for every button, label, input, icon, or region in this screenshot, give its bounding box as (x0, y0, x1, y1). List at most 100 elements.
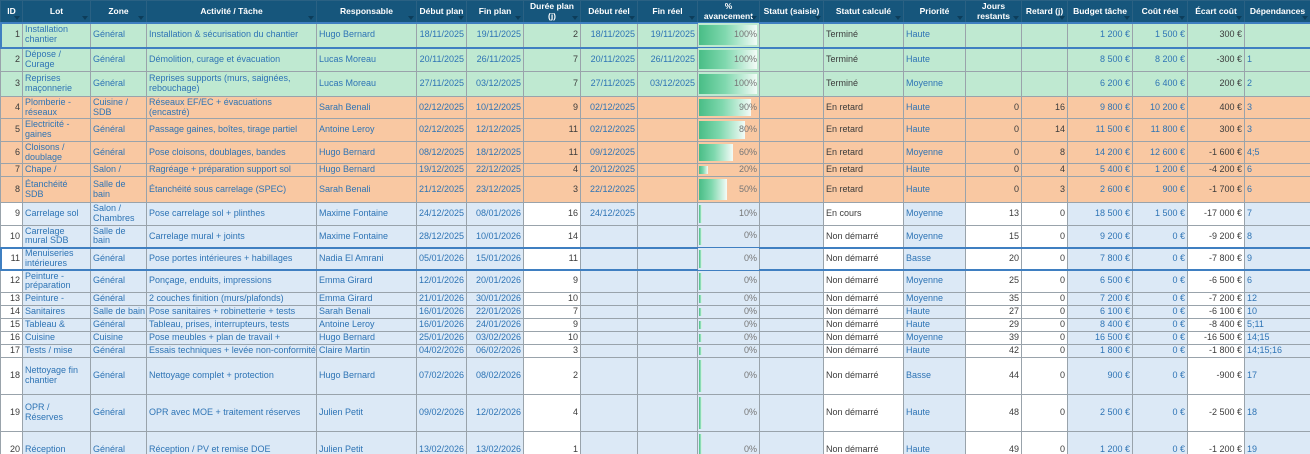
cell-budget[interactable]: 16 500 € (1067, 331, 1133, 346)
cell-statut_calcule[interactable]: Non démarré (823, 357, 904, 396)
cell-cout_reel[interactable]: 0 € (1132, 292, 1188, 307)
cell-dependances[interactable]: 17 (1244, 357, 1310, 396)
cell-duree_plan[interactable]: 4 (523, 163, 581, 178)
filter-dropdown-icon[interactable] (895, 16, 901, 20)
cell-jours_restants[interactable] (965, 47, 1022, 72)
cell-debut_reel[interactable] (580, 431, 638, 454)
cell-fin_plan[interactable]: 30/01/2026 (466, 292, 524, 307)
cell-priorite[interactable]: Moyenne (903, 269, 966, 294)
cell-debut_plan[interactable]: 08/12/2025 (416, 140, 467, 165)
cell-jours_restants[interactable]: 25 (965, 269, 1022, 294)
cell-jours_restants[interactable]: 27 (965, 305, 1022, 320)
cell-cout_reel[interactable]: 0 € (1132, 394, 1188, 433)
cell-dependances[interactable]: 6 (1244, 163, 1310, 178)
cell-statut_calcule[interactable]: Non démarré (823, 305, 904, 320)
cell-responsable[interactable]: Maxime Fontaine (316, 224, 417, 249)
cell-budget[interactable]: 8 500 € (1067, 47, 1133, 72)
cell-dependances[interactable]: 6 (1244, 269, 1310, 294)
cell-zone[interactable]: Salon / Chambres (90, 202, 147, 226)
cell-ecart[interactable]: -1 800 € (1187, 344, 1245, 359)
cell-jours_restants[interactable]: 44 (965, 357, 1022, 396)
cell-activite[interactable]: Ragréage + préparation support sol (146, 163, 317, 178)
cell-debut_reel[interactable] (580, 318, 638, 333)
cell-duree_plan[interactable]: 11 (523, 140, 581, 165)
cell-retard[interactable] (1021, 22, 1068, 48)
cell-retard[interactable]: 0 (1021, 202, 1068, 226)
cell-cout_reel[interactable]: 6 400 € (1132, 71, 1188, 97)
cell-activite[interactable]: Nettoyage complet + protection (146, 357, 317, 396)
cell-statut_saisie[interactable] (759, 247, 824, 271)
cell-dependances[interactable]: 3 (1244, 95, 1310, 120)
cell-zone[interactable]: Général (90, 431, 147, 454)
cell-cout_reel[interactable]: 0 € (1132, 344, 1188, 359)
cell-id[interactable]: 15 (0, 318, 23, 333)
cell-responsable[interactable]: Lucas Moreau (316, 47, 417, 72)
cell-priorite[interactable]: Haute (903, 318, 966, 333)
cell-duree_plan[interactable]: 7 (523, 305, 581, 320)
cell-statut_saisie[interactable] (759, 357, 824, 396)
cell-zone[interactable]: Salle de bain (90, 224, 147, 249)
cell-priorite[interactable]: Moyenne (903, 224, 966, 249)
column-header-duree_plan[interactable]: Durée plan (j) (523, 0, 581, 23)
cell-fin_plan[interactable]: 08/02/2026 (466, 357, 524, 396)
cell-statut_calcule[interactable]: Terminé (823, 71, 904, 97)
cell-debut_plan[interactable]: 16/01/2026 (416, 318, 467, 333)
cell-retard[interactable]: 0 (1021, 357, 1068, 396)
cell-fin_plan[interactable]: 12/12/2025 (466, 118, 524, 142)
cell-avancement[interactable]: 60% (697, 140, 760, 165)
cell-avancement[interactable]: 0% (697, 269, 760, 294)
cell-dependances[interactable]: 5;11 (1244, 318, 1310, 333)
cell-ecart[interactable]: -6 100 € (1187, 305, 1245, 320)
cell-duree_plan[interactable]: 9 (523, 269, 581, 294)
cell-debut_reel[interactable] (580, 357, 638, 396)
cell-avancement[interactable]: 80% (697, 118, 760, 142)
cell-fin_plan[interactable]: 08/01/2026 (466, 202, 524, 226)
cell-debut_reel[interactable] (580, 269, 638, 294)
cell-duree_plan[interactable]: 7 (523, 71, 581, 97)
cell-avancement[interactable]: 100% (697, 71, 760, 97)
cell-jours_restants[interactable]: 0 (965, 118, 1022, 142)
cell-lot[interactable]: Chape / (22, 163, 91, 178)
cell-fin_reel[interactable] (637, 224, 698, 249)
cell-budget[interactable]: 9 800 € (1067, 95, 1133, 120)
cell-id[interactable]: 11 (0, 247, 23, 271)
cell-cout_reel[interactable]: 0 € (1132, 331, 1188, 346)
cell-dependances[interactable]: 7 (1244, 202, 1310, 226)
cell-priorite[interactable]: Moyenne (903, 202, 966, 226)
cell-ecart[interactable]: 300 € (1187, 22, 1245, 48)
cell-duree_plan[interactable]: 2 (523, 357, 581, 396)
filter-dropdown-icon[interactable] (689, 16, 695, 20)
cell-activite[interactable]: Passage gaines, boîtes, tirage partiel (146, 118, 317, 142)
cell-ecart[interactable]: -1 700 € (1187, 176, 1245, 204)
cell-debut_reel[interactable]: 22/12/2025 (580, 176, 638, 204)
cell-retard[interactable]: 0 (1021, 331, 1068, 346)
cell-statut_calcule[interactable]: En retard (823, 118, 904, 142)
filter-dropdown-icon[interactable] (458, 16, 464, 20)
cell-jours_restants[interactable]: 20 (965, 247, 1022, 271)
column-header-debut_reel[interactable]: Début réel (580, 0, 638, 23)
column-header-avancement[interactable]: % avancement (697, 0, 760, 23)
cell-jours_restants[interactable] (965, 22, 1022, 48)
cell-jours_restants[interactable] (965, 71, 1022, 97)
cell-statut_saisie[interactable] (759, 344, 824, 359)
cell-budget[interactable]: 9 200 € (1067, 224, 1133, 249)
cell-id[interactable]: 18 (0, 357, 23, 396)
cell-retard[interactable] (1021, 71, 1068, 97)
cell-retard[interactable]: 0 (1021, 305, 1068, 320)
cell-debut_plan[interactable]: 02/12/2025 (416, 95, 467, 120)
cell-statut_calcule[interactable]: Terminé (823, 47, 904, 72)
cell-jours_restants[interactable]: 0 (965, 163, 1022, 178)
cell-fin_plan[interactable]: 20/01/2026 (466, 269, 524, 294)
cell-budget[interactable]: 18 500 € (1067, 202, 1133, 226)
cell-responsable[interactable]: Maxime Fontaine (316, 202, 417, 226)
cell-jours_restants[interactable]: 0 (965, 140, 1022, 165)
cell-debut_reel[interactable] (580, 394, 638, 433)
cell-jours_restants[interactable]: 13 (965, 202, 1022, 226)
cell-statut_calcule[interactable]: Non démarré (823, 431, 904, 454)
cell-statut_calcule[interactable]: Non démarré (823, 269, 904, 294)
cell-debut_plan[interactable]: 27/11/2025 (416, 71, 467, 97)
cell-zone[interactable]: Salon / (90, 163, 147, 178)
cell-zone[interactable]: Cuisine (90, 331, 147, 346)
column-header-fin_plan[interactable]: Fin plan (466, 0, 524, 23)
cell-retard[interactable]: 4 (1021, 163, 1068, 178)
